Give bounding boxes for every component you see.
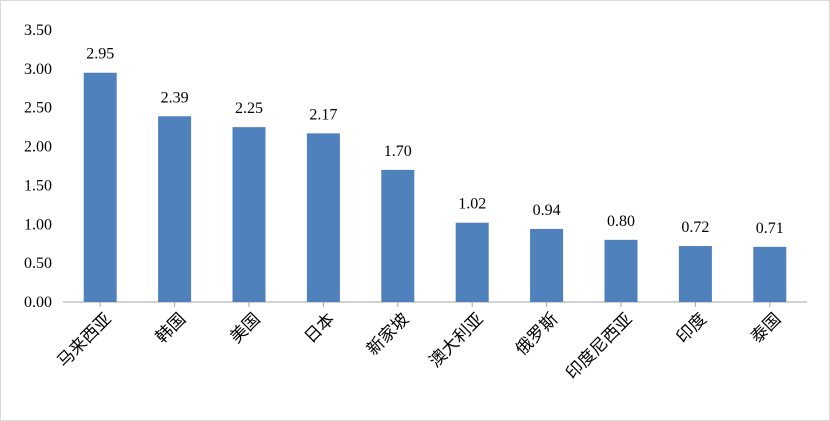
bar: [753, 246, 787, 302]
y-tick-label: 1.50: [24, 177, 52, 194]
category-label: 泰国: [747, 309, 785, 347]
bar: [158, 116, 192, 303]
bar: [306, 133, 340, 302]
bar: [83, 72, 117, 302]
bar: [381, 169, 415, 302]
category-label: 马来西亚: [54, 309, 116, 371]
category-label: 俄罗斯: [512, 309, 562, 359]
category-label: 新家坡: [363, 309, 413, 359]
data-label: 2.95: [86, 46, 114, 63]
category-label: 美国: [226, 309, 264, 347]
y-tick-label: 1.00: [24, 216, 52, 233]
y-tick-label: 2.00: [24, 139, 52, 156]
y-tick-label: 3.00: [24, 61, 52, 78]
category-label: 澳大利亚: [426, 309, 488, 371]
category-label: 韩国: [152, 309, 190, 347]
bar: [455, 222, 489, 302]
y-axis-ticks: 0.00 0.50 1.00 1.50 2.00 2.50 3.00 3.50: [24, 22, 52, 311]
data-label: 0.94: [533, 202, 561, 219]
y-tick-label: 0.00: [24, 294, 52, 311]
data-label: 0.80: [607, 213, 635, 230]
category-label: 日本: [301, 309, 339, 347]
bar: [678, 246, 712, 302]
bar: [232, 127, 266, 303]
category-label: 印度: [673, 309, 711, 347]
data-label: 0.72: [681, 219, 709, 236]
y-tick-label: 0.50: [24, 255, 52, 272]
data-label: 1.02: [458, 196, 486, 213]
bar: [530, 228, 564, 302]
y-tick-label: 2.50: [24, 100, 52, 117]
data-labels: 2.95 2.39 2.25 2.17 1.70 1.02 0.94 0.80 0.72 0.71: [86, 46, 784, 237]
category-label: 印度尼西亚: [562, 309, 636, 383]
data-label: 2.39: [161, 89, 189, 106]
category-labels: 马来西亚 韩国 美国 日本 新家坡 澳大利亚 俄罗斯 印度尼西亚 印度 泰国: [54, 309, 786, 383]
y-tick-label: 3.50: [24, 22, 52, 39]
bars: [83, 72, 787, 307]
data-label: 0.71: [756, 220, 784, 237]
data-label: 1.70: [384, 143, 412, 160]
bar: [604, 239, 638, 302]
data-label: 2.25: [235, 100, 263, 117]
data-label: 2.17: [309, 106, 337, 123]
